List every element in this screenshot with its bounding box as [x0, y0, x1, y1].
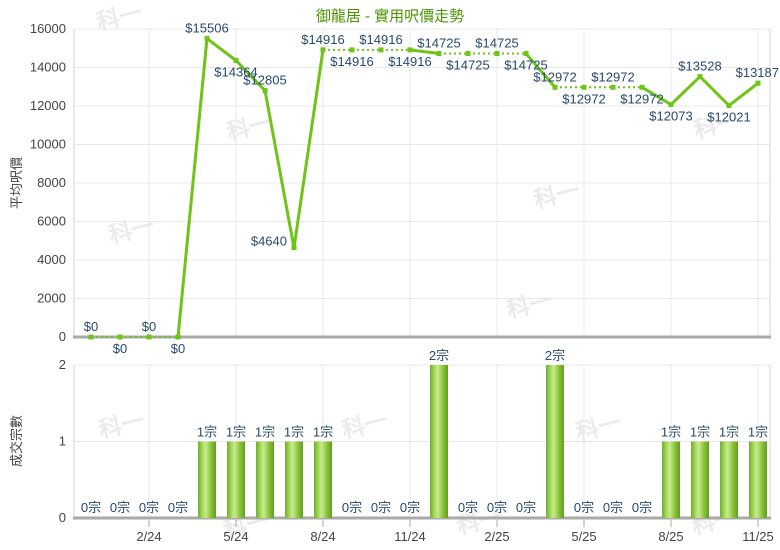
svg-text:1宗: 1宗: [226, 425, 246, 440]
svg-text:1宗: 1宗: [748, 425, 768, 440]
svg-text:5/24: 5/24: [223, 529, 248, 544]
chart-title: 御龍居 - 實用呎價走勢: [315, 8, 465, 25]
svg-text:1宗: 1宗: [284, 425, 304, 440]
plot-borders: [73, 29, 771, 518]
svg-text:8000: 8000: [37, 175, 66, 190]
svg-text:6000: 6000: [37, 214, 66, 229]
svg-text:$0: $0: [142, 319, 156, 334]
svg-text:1宗: 1宗: [197, 425, 217, 440]
svg-text:11/24: 11/24: [394, 529, 426, 544]
svg-text:0宗: 0宗: [81, 500, 101, 515]
svg-text:$12972: $12972: [620, 91, 663, 106]
svg-text:0: 0: [59, 329, 66, 344]
svg-text:$0: $0: [113, 341, 127, 356]
svg-text:0宗: 0宗: [400, 500, 420, 515]
svg-text:$14916: $14916: [330, 54, 373, 69]
svg-text:$14916: $14916: [359, 32, 402, 47]
svg-text:$15506: $15506: [185, 21, 228, 36]
svg-text:1宗: 1宗: [661, 425, 681, 440]
svg-text:$12972: $12972: [591, 69, 634, 84]
svg-text:0宗: 0宗: [574, 500, 594, 515]
svg-text:8/24: 8/24: [310, 529, 335, 544]
svg-text:4000: 4000: [37, 252, 66, 267]
svg-text:2宗: 2宗: [429, 348, 449, 363]
axis-lines: [73, 335, 771, 520]
svg-text:12000: 12000: [30, 98, 66, 113]
svg-text:11/25: 11/25: [742, 529, 774, 544]
svg-text:$14725: $14725: [475, 36, 518, 51]
price-point-markers: [88, 36, 761, 340]
svg-text:0宗: 0宗: [603, 500, 623, 515]
svg-text:16000: 16000: [30, 21, 66, 36]
svg-text:$14725: $14725: [504, 58, 547, 73]
svg-text:2: 2: [59, 357, 66, 372]
y-axis-tick-labels: 0 2000 4000 6000 8000 10000 12000 14000 16000 0 1 2: [30, 21, 66, 525]
svg-text:$14364: $14364: [214, 64, 257, 79]
axis-tick-marks: [148, 520, 759, 527]
svg-text:1宗: 1宗: [313, 425, 333, 440]
svg-text:$14916: $14916: [301, 32, 344, 47]
x-axis-labels: 2/24 5/24 8/24 11/24 2/25 5/25 8/25 11/25: [136, 529, 773, 544]
svg-text:0宗: 0宗: [632, 500, 652, 515]
svg-text:0: 0: [59, 510, 66, 525]
svg-text:1: 1: [59, 434, 66, 449]
svg-text:1宗: 1宗: [255, 425, 275, 440]
svg-text:$12972: $12972: [562, 91, 605, 106]
svg-text:$14725: $14725: [446, 58, 489, 73]
svg-text:2000: 2000: [37, 291, 66, 306]
svg-text:$0: $0: [84, 319, 98, 334]
svg-text:$14725: $14725: [417, 36, 460, 51]
svg-text:$13528: $13528: [678, 59, 721, 74]
svg-text:0宗: 0宗: [487, 500, 507, 515]
svg-text:0宗: 0宗: [342, 500, 362, 515]
svg-text:$12073: $12073: [649, 109, 692, 124]
price-line: [91, 37, 759, 338]
volume-value-labels: 0宗 0宗 0宗 0宗 1宗 1宗 1宗 1宗 1宗 0宗 0宗 0宗 2宗 0宗 0宗 0宗 2宗 0宗 0宗 0宗…: [81, 348, 768, 515]
svg-text:2/24: 2/24: [136, 529, 161, 544]
svg-text:1宗: 1宗: [719, 425, 739, 440]
svg-text:$12021: $12021: [707, 110, 750, 125]
grid-lines: [74, 28, 770, 518]
svg-text:0宗: 0宗: [371, 500, 391, 515]
svg-text:8/25: 8/25: [658, 529, 683, 544]
svg-text:0宗: 0宗: [168, 500, 188, 515]
svg-text:$4640: $4640: [251, 234, 287, 249]
svg-text:2宗: 2宗: [545, 348, 565, 363]
svg-text:5/25: 5/25: [571, 529, 596, 544]
svg-text:0宗: 0宗: [139, 500, 159, 515]
svg-text:$0: $0: [171, 341, 185, 356]
svg-text:0宗: 0宗: [458, 500, 478, 515]
svg-text:1宗: 1宗: [690, 425, 710, 440]
svg-text:2/25: 2/25: [484, 529, 509, 544]
svg-text:0宗: 0宗: [516, 500, 536, 515]
svg-text:10000: 10000: [30, 137, 66, 152]
svg-text:14000: 14000: [30, 60, 66, 75]
svg-text:$12805: $12805: [243, 73, 286, 88]
volume-bars: [198, 365, 767, 518]
price-value-labels: $0 $0 $0 $0 $15506 $14364$12805 $4640 $14916 $14…: [84, 21, 779, 356]
svg-text:0宗: 0宗: [110, 500, 130, 515]
svg-text:$13187: $13187: [736, 65, 779, 80]
svg-text:$14916: $14916: [388, 54, 431, 69]
svg-text:$12972: $12972: [533, 69, 576, 84]
